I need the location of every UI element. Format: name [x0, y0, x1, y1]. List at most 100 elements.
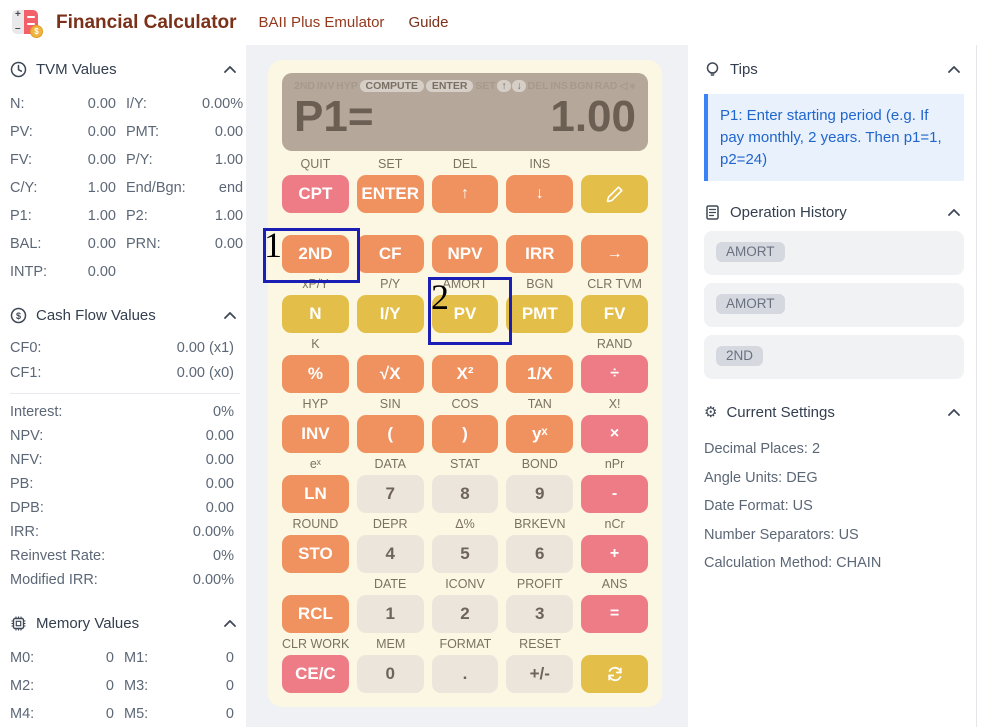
tvm-value: 1.00	[87, 208, 116, 224]
status-del: DEL	[527, 80, 549, 92]
memory-section: Memory Values M0: 0 M1: 0 M2: 0 M3: 0 M4: 0 M…	[10, 612, 240, 727]
values-sidebar: TVM Values N: 0.00 I/Y: 0.00% PV: 0.00 PMT:…	[0, 45, 246, 727]
tips-collapse-chevron[interactable]	[948, 65, 960, 73]
plus-button[interactable]: +	[581, 535, 648, 573]
cf-button[interactable]: CF	[356, 235, 424, 273]
status-set: SET	[475, 80, 496, 92]
page-scrollbar[interactable]	[976, 45, 989, 727]
memory-label: M4:	[10, 706, 35, 722]
multiply-button[interactable]: ×	[581, 415, 648, 453]
tvm-value: end	[218, 180, 244, 196]
annotation-number-2: 2	[431, 277, 449, 317]
cpt-button[interactable]: CPT	[282, 175, 349, 213]
minus-button[interactable]: -	[581, 475, 648, 513]
theme-brush-button[interactable]	[581, 175, 648, 213]
status-bgn: BGN	[569, 80, 593, 92]
close-paren-button[interactable]: )	[431, 415, 499, 453]
status-star: ✳	[629, 81, 636, 91]
second-fn-label: SIN	[379, 397, 401, 411]
digit-3-button[interactable]: 3	[506, 595, 574, 633]
enter-button[interactable]: ENTER	[356, 175, 424, 213]
reset-refresh-button[interactable]	[581, 655, 648, 693]
ln-button[interactable]: LN	[282, 475, 349, 513]
ce-c-button[interactable]: CE/C	[282, 655, 349, 693]
percent-button[interactable]: %	[282, 355, 349, 393]
tvm-value: 1.00	[87, 180, 116, 196]
digit-1-button[interactable]: 1	[356, 595, 424, 633]
brush-icon	[604, 184, 625, 205]
annotation-box-2	[428, 277, 512, 345]
settings-section-header: ⚙ Current Settings	[704, 401, 964, 423]
arrow-right-button[interactable]: →	[581, 235, 648, 273]
setting-calculation-method: Calculation Method: CHAIN	[704, 555, 882, 572]
memory-values-grid: M0: 0 M1: 0 M2: 0 M3: 0 M4: 0 M5: 0	[10, 644, 240, 727]
digit-4-button[interactable]: 4	[356, 535, 424, 573]
memory-value: 0	[105, 678, 114, 694]
memory-value: 0	[105, 706, 114, 722]
digit-0-button[interactable]: 0	[356, 655, 424, 693]
memory-collapse-chevron[interactable]	[224, 619, 236, 627]
memory-label: M2:	[10, 678, 35, 694]
digit-2-button[interactable]: 2	[431, 595, 499, 633]
tvm-section-title: TVM Values	[36, 60, 117, 78]
square-button[interactable]: X²	[431, 355, 499, 393]
second-fn-label: MEM	[376, 637, 406, 651]
fv-button[interactable]: FV	[581, 295, 648, 333]
tvm-value: 0.00	[87, 236, 116, 252]
history-collapse-chevron[interactable]	[948, 208, 960, 216]
decimal-point-button[interactable]: .	[431, 655, 499, 693]
npv-button[interactable]: NPV	[431, 235, 499, 273]
second-fn-label: ICONV	[445, 577, 485, 591]
pv-button[interactable]: PV	[431, 295, 499, 333]
second-fn-label: TAN	[527, 397, 552, 411]
rcl-button[interactable]: RCL	[282, 595, 349, 633]
digit-8-button[interactable]: 8	[431, 475, 499, 513]
arrow-down-button[interactable]: ↓	[506, 175, 574, 213]
second-fn-label: P/Y	[380, 277, 401, 291]
divide-button[interactable]: ÷	[581, 355, 648, 393]
status-triangle: ◁	[619, 80, 628, 92]
second-fn-label: DATA	[374, 457, 406, 471]
open-paren-button[interactable]: (	[356, 415, 424, 453]
second-fn-label: CLR TVM	[587, 277, 642, 291]
sto-button[interactable]: STO	[282, 535, 349, 573]
2nd-button[interactable]: 2ND	[282, 235, 349, 273]
arrow-up-button[interactable]: ↑	[431, 175, 499, 213]
second-fn-label: Δ%	[455, 517, 475, 531]
second-fn-label: ROUND	[292, 517, 339, 531]
nav-guide[interactable]: Guide	[408, 14, 449, 31]
equals-button[interactable]: =	[581, 595, 648, 633]
memory-label: M3:	[124, 678, 149, 694]
digit-9-button[interactable]: 9	[506, 475, 574, 513]
sqrt-button[interactable]: √X	[356, 355, 424, 393]
gear-icon: ⚙	[704, 403, 718, 421]
plus-minus-button[interactable]: +/-	[506, 655, 574, 693]
settings-collapse-chevron[interactable]	[948, 408, 960, 416]
power-button[interactable]: yˣ	[506, 415, 574, 453]
tvm-label: INTP:	[10, 264, 48, 280]
tvm-value: 0.00	[87, 96, 116, 112]
cashflow-result-row: NFV: 0.00	[10, 452, 234, 468]
digit-7-button[interactable]: 7	[356, 475, 424, 513]
memory-section-header: Memory Values	[10, 612, 240, 634]
memory-section-title: Memory Values	[36, 614, 140, 632]
pmt-button[interactable]: PMT	[506, 295, 574, 333]
second-fn-label: FORMAT	[439, 637, 492, 651]
digit-5-button[interactable]: 5	[431, 535, 499, 573]
digit-6-button[interactable]: 6	[506, 535, 574, 573]
iy-button[interactable]: I/Y	[356, 295, 424, 333]
clock-icon	[10, 61, 27, 78]
history-item: AMORT	[704, 283, 964, 328]
inv-button[interactable]: INV	[282, 415, 349, 453]
cash-flow-section: $ Cash Flow Values CF0: 0.00 (x1) CF1: 0.0…	[10, 304, 240, 592]
history-chip: AMORT	[716, 242, 785, 263]
tvm-value: 0.00	[214, 236, 244, 252]
reciprocal-button[interactable]: 1/X	[506, 355, 574, 393]
cash-flow-collapse-chevron[interactable]	[224, 311, 236, 319]
tvm-collapse-chevron[interactable]	[224, 65, 236, 73]
n-button[interactable]: N	[282, 295, 349, 333]
history-chip: AMORT	[716, 294, 785, 315]
status-arrow-down: ↓	[512, 80, 526, 92]
irr-button[interactable]: IRR	[506, 235, 574, 273]
nav-baii-plus-emulator[interactable]: BAII Plus Emulator	[258, 14, 385, 31]
